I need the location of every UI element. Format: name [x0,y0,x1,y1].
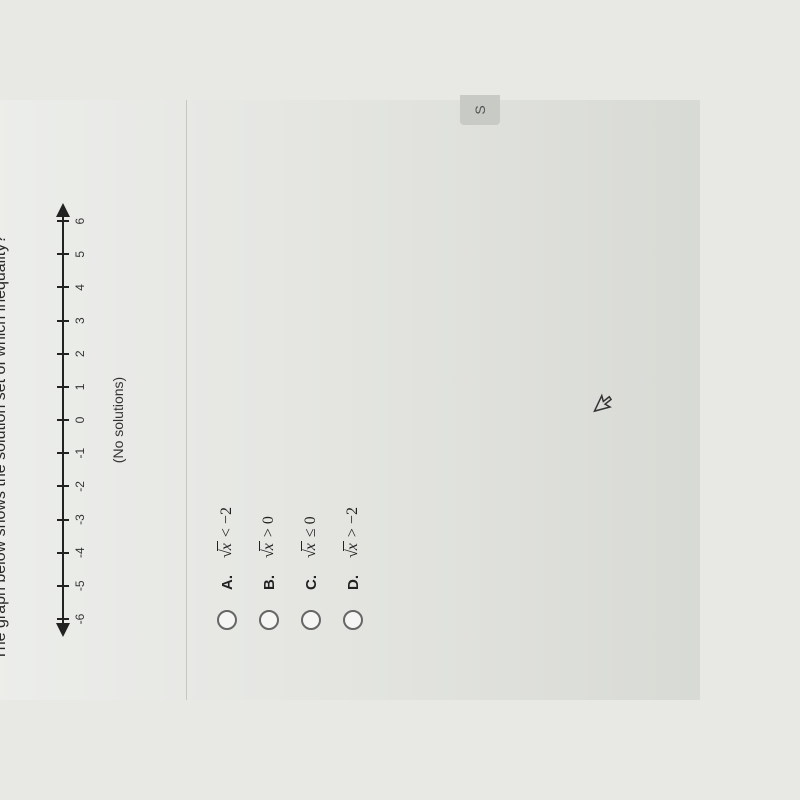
tick-label: 6 [73,218,87,225]
section-divider [186,100,187,700]
radio-button[interactable] [259,610,279,630]
number-line-ticks: -6 -5 -4 -3 -2 -1 0 1 2 3 4 5 6 [57,220,69,620]
radio-button[interactable] [343,610,363,630]
number-line-tick: -2 [57,485,69,487]
tick-label: -1 [73,448,87,459]
answer-option-b[interactable]: B. x > 0 [259,140,279,630]
answer-option-a[interactable]: A. x < −2 [217,140,237,630]
number-line-tick: -3 [57,519,69,521]
tick-label: 4 [73,284,87,291]
tick-label: -5 [73,581,87,592]
number-line-tick: -4 [57,552,69,554]
tick-label: 3 [73,317,87,324]
number-line-tick: 0 [57,419,69,421]
number-line-tick: 4 [57,286,69,288]
arrow-right-icon [56,203,70,217]
option-expression: x < −2 [218,507,236,560]
tick-label: -2 [73,481,87,492]
side-tab-label: S [472,105,488,114]
tick-label: -3 [73,514,87,525]
number-line-tick: 6 [57,220,69,222]
option-letter: A. [219,570,236,590]
number-line-tick: -6 [57,618,69,620]
option-letter: D. [345,570,362,590]
option-letter: B. [261,570,278,590]
tick-label: 2 [73,350,87,357]
answer-options: A. x < −2 B. x > 0 C. x ≤ 0 D. x > −2 [217,140,363,630]
side-tab[interactable]: S [460,95,500,125]
tick-label: 1 [73,384,87,391]
question-prompt: The graph below shows the solution set o… [0,140,12,660]
number-line-tick: 3 [57,320,69,322]
tick-label: 5 [73,251,87,258]
tick-label: -6 [73,614,87,625]
answer-option-c[interactable]: C. x ≤ 0 [301,140,321,630]
number-line-tick: -1 [57,452,69,454]
option-expression: x > 0 [260,516,278,560]
tick-label: 0 [73,417,87,424]
number-line-graph: -6 -5 -4 -3 -2 -1 0 1 2 3 4 5 6 (No solutions) [52,200,126,640]
arrow-left-icon [56,623,70,637]
option-letter: C. [303,570,320,590]
number-line-tick: -5 [57,585,69,587]
number-line-tick: 1 [57,386,69,388]
number-line-tick: 5 [57,253,69,255]
option-expression: x > −2 [344,507,362,560]
radio-button[interactable] [301,610,321,630]
answer-option-d[interactable]: D. x > −2 [343,140,363,630]
radio-button[interactable] [217,610,237,630]
tick-label: -4 [73,547,87,558]
graph-caption: (No solutions) [110,200,126,640]
question-card: Question 2 of 10 2 Points The graph belo… [0,100,700,700]
number-line-tick: 2 [57,353,69,355]
cursor-icon [588,386,622,413]
option-expression: x ≤ 0 [302,516,320,560]
